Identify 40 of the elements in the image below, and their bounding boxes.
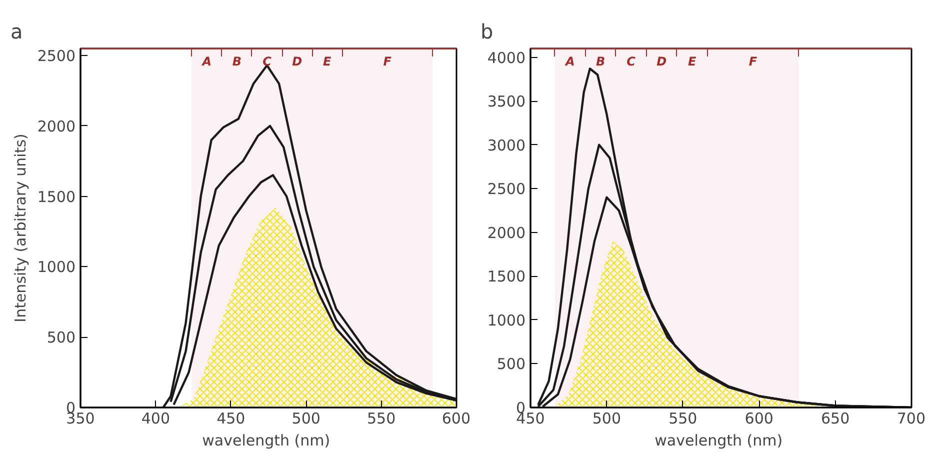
x-tick-label: 450 — [216, 410, 246, 428]
y-tick-label: 3000 — [487, 136, 526, 154]
x-tick-label: 500 — [592, 410, 622, 428]
band-label: F — [748, 54, 758, 68]
band-label: E — [323, 54, 332, 68]
band-label: A — [201, 54, 212, 68]
x-axis-title: wavelength (nm) — [202, 432, 330, 450]
y-tick-label: 1000 — [37, 258, 76, 276]
x-tick-label: 600 — [744, 410, 774, 428]
x-tick-label: 500 — [292, 410, 320, 428]
y-tick-label: 4000 — [487, 48, 526, 67]
y-tick-label: 500 — [46, 328, 76, 347]
chart-title: b — [480, 20, 494, 44]
y-tick-label: 2000 — [487, 224, 526, 242]
band-label: D — [292, 54, 302, 68]
y-tick-label: 3500 — [487, 92, 526, 111]
band-label: E — [688, 54, 697, 68]
band-label: F — [383, 54, 392, 68]
y-tick-label: 500 — [496, 355, 526, 374]
y-tick-label: 2000 — [37, 117, 76, 136]
band-label: C — [626, 54, 636, 68]
x-tick-label: 550 — [366, 410, 396, 428]
band-label: A — [564, 54, 575, 68]
y-tick-label: 2500 — [37, 47, 76, 66]
y-tick-label: 1500 — [487, 268, 526, 286]
chart-title: a — [10, 20, 23, 44]
band-label: D — [656, 54, 667, 68]
x-tick-label: 700 — [896, 410, 926, 428]
y-tick-label: 2500 — [487, 180, 526, 198]
band-label: B — [596, 54, 606, 68]
y-axis-title: Intensity (arbitrary units) — [11, 134, 30, 322]
x-tick-label: 600 — [442, 410, 471, 428]
x-tick-label: 550 — [668, 410, 698, 428]
y-tick-label: 1500 — [37, 188, 76, 206]
band-label: B — [232, 54, 242, 68]
y-tick-label: 1000 — [487, 311, 526, 330]
x-tick-label: 400 — [141, 410, 170, 428]
band-label: C — [262, 54, 272, 68]
x-tick-label: 650 — [820, 410, 850, 428]
x-axis-title: wavelength (nm) — [654, 432, 783, 450]
